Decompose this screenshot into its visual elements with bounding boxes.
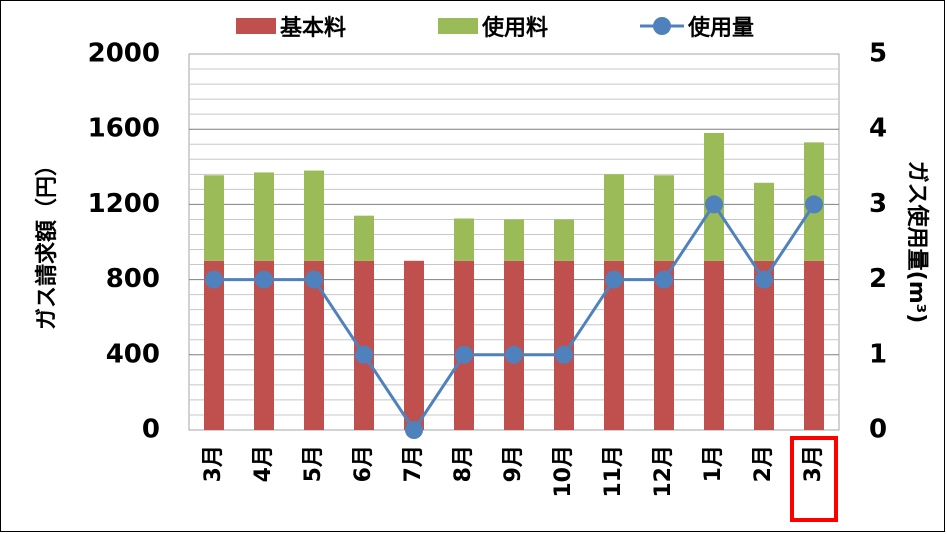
bar-kihonryo bbox=[604, 260, 624, 430]
bar-shiyoryo bbox=[204, 175, 224, 261]
bar-series bbox=[204, 132, 824, 430]
bar-shiyoryo bbox=[254, 172, 274, 261]
usage-point bbox=[755, 270, 773, 289]
y-tick-label: 800 bbox=[106, 264, 160, 294]
x-tick-label: 10月 bbox=[551, 445, 576, 498]
bar-shiyoryo bbox=[604, 174, 624, 261]
usage-point bbox=[355, 345, 373, 364]
x-tick-label: 1月 bbox=[701, 445, 726, 482]
x-tick-label: 11月 bbox=[601, 445, 626, 498]
bar-kihonryo bbox=[304, 260, 324, 430]
bar-kihonryo bbox=[454, 260, 474, 430]
legend-label-shiyoryo: 使用料 bbox=[481, 16, 548, 41]
bar-kihonryo bbox=[804, 260, 824, 430]
usage-point bbox=[505, 345, 523, 364]
x-tick-label: 2月 bbox=[751, 445, 776, 482]
x-tick-label: 3月 bbox=[801, 445, 826, 482]
legend-swatch-shiyoryo bbox=[438, 18, 478, 34]
usage-point bbox=[655, 270, 673, 289]
legend: 基本料 使用料 使用量 bbox=[236, 16, 754, 41]
bar-kihonryo bbox=[504, 260, 524, 430]
x-tick-label: 3月 bbox=[201, 445, 226, 482]
bar-kihonryo bbox=[554, 260, 574, 430]
bar-shiyoryo bbox=[554, 219, 574, 261]
usage-point bbox=[455, 345, 473, 364]
usage-point bbox=[555, 345, 573, 364]
y-axis-title: ガス請求額（円） bbox=[34, 154, 60, 330]
usage-point bbox=[805, 195, 823, 214]
category-axis-ticks: 3月 4月 5月 6月 7月 8月 9月 10月 11月 12月 1月 2月 3月 bbox=[201, 445, 826, 498]
usage-point bbox=[705, 195, 723, 214]
y-tick-label: 1600 bbox=[88, 114, 160, 144]
usage-point bbox=[255, 270, 273, 289]
bar-kihonryo bbox=[754, 260, 774, 430]
bar-shiyoryo bbox=[454, 218, 474, 261]
x-tick-label: 5月 bbox=[301, 445, 326, 482]
y-tick-label: 400 bbox=[106, 339, 160, 369]
x-tick-label: 7月 bbox=[401, 445, 426, 482]
y2-tick-label: 0 bbox=[869, 415, 887, 445]
x-tick-label: 6月 bbox=[351, 445, 376, 482]
legend-marker-shiyoryo bbox=[653, 17, 671, 35]
bar-shiyoryo bbox=[354, 215, 374, 261]
usage-point bbox=[305, 270, 323, 289]
bar-kihonryo bbox=[354, 260, 374, 430]
y2-axis-title: ガス使用量(m³) bbox=[904, 161, 929, 324]
x-tick-label: 12月 bbox=[651, 445, 676, 498]
legend-label-shiyoryo-volume: 使用量 bbox=[687, 16, 754, 41]
y2-tick-label: 1 bbox=[869, 339, 887, 369]
bar-kihonryo bbox=[254, 260, 274, 430]
bar-shiyoryo bbox=[754, 182, 774, 261]
bar-kihonryo bbox=[204, 260, 224, 430]
right-axis-ticks: 0 1 2 3 4 5 bbox=[869, 39, 887, 445]
bar-kihonryo bbox=[654, 260, 674, 430]
y2-tick-label: 3 bbox=[869, 189, 887, 219]
bar-shiyoryo bbox=[504, 219, 524, 261]
y-tick-label: 0 bbox=[142, 415, 160, 445]
y-tick-label: 2000 bbox=[88, 39, 160, 69]
y2-tick-label: 5 bbox=[869, 39, 887, 69]
x-tick-label: 8月 bbox=[451, 445, 476, 482]
bar-shiyoryo bbox=[304, 170, 324, 261]
y2-tick-label: 4 bbox=[869, 114, 887, 144]
bar-shiyoryo bbox=[654, 175, 674, 261]
usage-point bbox=[605, 270, 623, 289]
bar-kihonryo bbox=[704, 260, 724, 430]
x-tick-label: 4月 bbox=[251, 445, 276, 482]
left-axis-ticks: 0 400 800 1200 1600 2000 bbox=[88, 39, 160, 445]
bar-kihonryo bbox=[404, 260, 424, 430]
x-tick-label: 9月 bbox=[501, 445, 526, 482]
y-tick-label: 1200 bbox=[88, 189, 160, 219]
usage-point bbox=[205, 270, 223, 289]
highlighted-month-box bbox=[790, 436, 838, 522]
line-series bbox=[205, 195, 823, 439]
legend-swatch-kihonryo bbox=[236, 18, 276, 34]
legend-label-kihonryo: 基本料 bbox=[280, 16, 346, 41]
y2-tick-label: 2 bbox=[869, 264, 887, 294]
usage-point bbox=[405, 421, 423, 439]
